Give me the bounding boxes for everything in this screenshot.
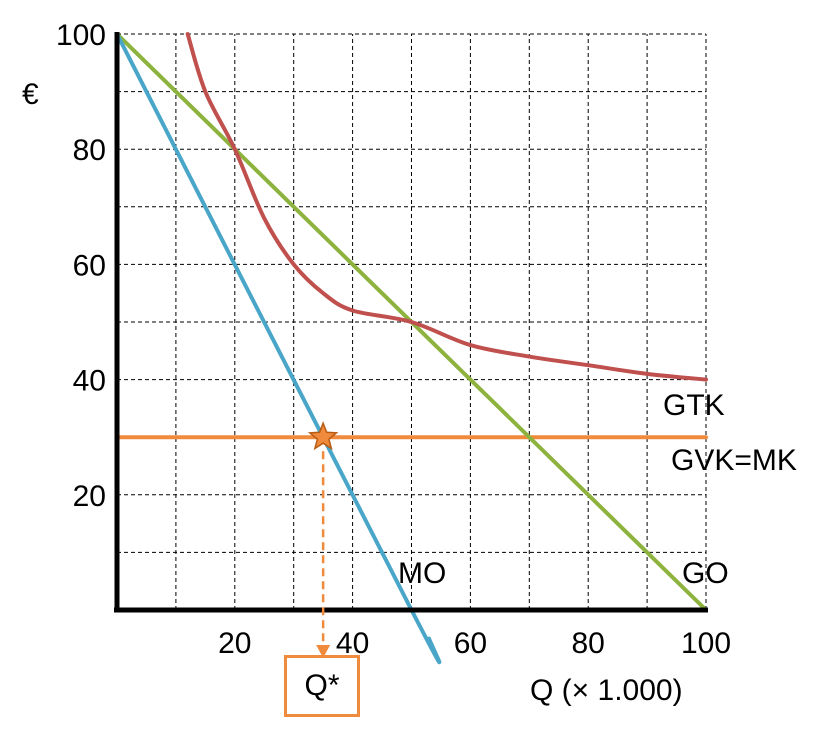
- optimum-marker: [307, 421, 339, 658]
- x-axis-label: Q (× 1.000): [530, 674, 683, 707]
- x-tick-label: 60: [454, 627, 487, 660]
- x-tick-label: 20: [218, 627, 251, 660]
- series-label-go: GO: [682, 557, 729, 590]
- optimum-star-icon: [307, 421, 339, 451]
- optimum-arrow-icon: [316, 645, 331, 658]
- y-tick-label: 100: [56, 19, 106, 52]
- y-unit-label: €: [22, 78, 39, 111]
- optimum-quantity-label: Q*: [304, 669, 340, 702]
- optimum-quantity-box: Q*: [284, 655, 360, 717]
- grid: [117, 33, 707, 610]
- y-tick-label: 40: [73, 365, 106, 398]
- y-tick-label: 60: [73, 249, 106, 282]
- series-line-gtk: [185, 32, 708, 382]
- y-tick-label: 20: [73, 480, 106, 513]
- series-lines: [115, 32, 708, 665]
- x-tick-label: 80: [572, 627, 605, 660]
- x-tick-label: 40: [336, 627, 369, 660]
- series-line-mo: [115, 32, 442, 665]
- y-tick-label: 80: [73, 134, 106, 167]
- series-label-gvk-mk: GVK=MK: [671, 444, 797, 477]
- series-label-gtk: GTK: [663, 389, 725, 422]
- tick-labels: 20 40 60 80 100 20 40 60 80 100: [56, 19, 731, 660]
- x-tick-label: 100: [681, 627, 731, 660]
- series-label-mo: MO: [398, 557, 446, 590]
